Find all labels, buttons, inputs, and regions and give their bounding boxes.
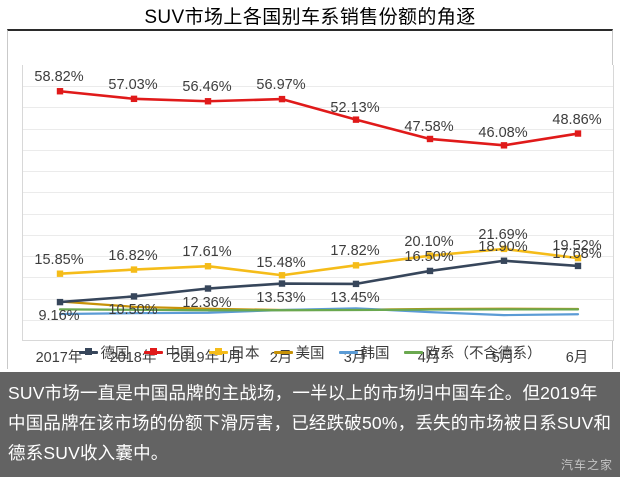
data-point-marker [204,98,212,105]
data-label-日本: 17.82% [330,243,380,260]
data-label-中国: 47.58% [404,118,454,135]
legend-item-日本[interactable]: 日本 [208,342,260,363]
grid-line [23,192,613,194]
x-tick-label: 2017年 [35,350,83,366]
legend-item-美国[interactable]: 美国 [273,342,325,363]
series-line-日本 [58,247,580,277]
data-label-日本: 15.48% [256,255,306,272]
data-point-marker [574,130,582,137]
legend-swatch-icon [403,347,423,358]
data-label-中国: 57.03% [108,76,158,93]
data-label-中国: 46.08% [478,125,528,142]
data-label-德国: 17.68% [552,245,602,262]
legend-label: 德国 [100,345,130,362]
data-point-marker [278,95,286,103]
legend-swatch-icon [208,347,228,358]
x-tick-label: 6月 [565,350,589,366]
data-point-marker [204,285,212,292]
legend-label: 日本 [230,345,260,362]
grid-line [23,277,613,279]
data-label-日本: 16.82% [108,247,158,264]
data-point-marker [500,245,508,253]
data-label-中国: 56.46% [182,79,232,96]
data-point-marker [56,270,64,277]
data-point-marker [574,254,582,262]
data-point-marker [56,88,64,95]
data-point-marker [130,266,138,273]
chart-legend: 德国 中国 日本 美国 韩国 欧系（不含德系） [0,341,620,363]
data-label-德国: 18.90% [478,238,528,255]
data-label-德国: 9.16% [38,308,80,325]
legend-item-中国[interactable]: 中国 [143,342,195,363]
x-tick-label: 2018年 [109,350,157,366]
watermark: 汽车之家 [560,458,613,472]
data-point-marker [426,267,434,275]
data-label-日本: 20.10% [404,233,454,250]
chart-frame: 9.16% 10.50% 12.36% 13.53% 13.45% 16.50% 18.90… [7,29,614,369]
grid-line [23,256,613,258]
x-tick-label: 4月 [417,350,441,366]
data-label-日本: 17.61% [182,244,232,261]
page-title: SUV市场上各国别车系销售份额的角逐 [144,7,476,28]
legend-label: 欧系（不含德系） [425,345,542,362]
data-label-日本: 15.85% [34,251,84,268]
data-point-marker [278,280,286,287]
series-line-欧系（不含德系） [58,308,580,312]
data-label-中国: 52.13% [330,99,380,116]
data-label-德国: 10.50% [108,302,158,319]
data-point-marker [278,272,286,279]
legend-swatch-icon [338,347,358,358]
data-point-marker [56,298,64,306]
data-point-marker [130,293,138,300]
x-tick-label: 5月 [491,350,515,366]
data-label-中国: 58.82% [34,69,84,86]
legend-label: 美国 [295,345,325,362]
data-label-德国: 13.53% [256,289,306,306]
legend-label: 中国 [165,345,195,362]
data-point-marker [500,257,508,264]
grid-line [23,319,613,321]
data-point-marker [426,252,434,259]
legend-item-欧系（不含德系）[interactable]: 欧系（不含德系） [403,342,542,363]
series-canvas [56,88,582,317]
grid-line [23,234,613,236]
x-tick-label: 2019年1月 [172,350,242,366]
x-tick-label: 3月 [343,350,367,366]
series-line-中国 [58,89,580,147]
data-label-德国: 12.36% [182,294,232,311]
data-point-marker [204,263,212,270]
grid-line [23,149,613,151]
data-point-marker [426,135,434,143]
legend-swatch-icon [143,347,163,358]
data-point-marker [500,142,508,149]
legend-swatch-icon [273,347,293,358]
plot-area [22,65,614,341]
data-point-marker [352,280,360,288]
caption-bar: SUV市场一直是中国品牌的主战场，一半以上的市场归中国车企。但2019年中国品牌… [0,372,620,477]
grid-line [23,213,613,215]
series-line-德国 [58,259,580,304]
data-label-德国: 13.45% [330,289,380,306]
data-label-中国: 48.86% [552,111,602,128]
x-axis: 2017年 2018年 2019年1月 2月 3月 4月 5月 6月 [22,346,614,368]
grid-line [23,171,613,173]
data-point-marker [574,262,582,270]
data-label-日本: 21.69% [478,226,528,243]
legend-item-德国[interactable]: 德国 [78,342,130,363]
legend-item-韩国[interactable]: 韩国 [338,342,390,363]
data-point-marker [352,116,360,123]
data-label-中国: 56.97% [256,77,306,94]
grid-line [23,128,613,130]
data-label-德国: 16.50% [404,248,454,265]
x-tick-label: 2月 [269,350,293,366]
legend-label: 韩国 [360,345,390,362]
data-label-日本: 19.52% [552,238,602,255]
data-point-marker [130,95,138,103]
legend-swatch-icon [78,347,98,358]
data-point-marker [352,262,360,269]
caption-text: SUV市场一直是中国品牌的主战场，一半以上的市场归中国车企。但2019年中国品牌… [8,383,612,463]
grid-line [23,86,613,88]
grid-line [23,298,613,300]
